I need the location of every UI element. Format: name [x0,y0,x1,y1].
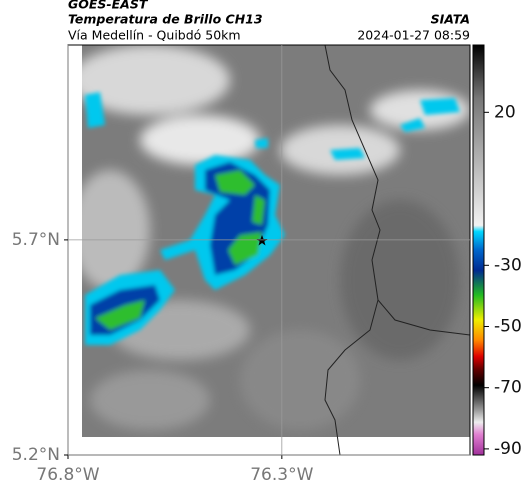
source: SIATA [431,12,470,27]
route: Vía Medellín - Quibdó 50km [68,28,241,43]
border-line [324,44,471,456]
satellite-image [82,45,470,437]
colorbar-label: -30 [494,255,522,275]
x-tick-label: 76.8°W [36,465,99,485]
colorbar-label: -50 [494,316,522,336]
satellite: GOES-EAST [68,0,149,12]
colorbar-label: -90 [494,439,522,459]
datetime: 2024-01-27 08:59 [357,28,470,43]
product: Temperatura de Brillo CH13 [68,12,263,27]
x-tick-label: 76.3°W [250,465,313,485]
colorbar [472,44,485,456]
y-tick-label: 5.2°N [12,445,60,465]
colorbar-label: 20 [494,102,516,122]
colorbar-label: -70 [494,378,522,398]
y-tick-label: 5.7°N [12,230,60,250]
